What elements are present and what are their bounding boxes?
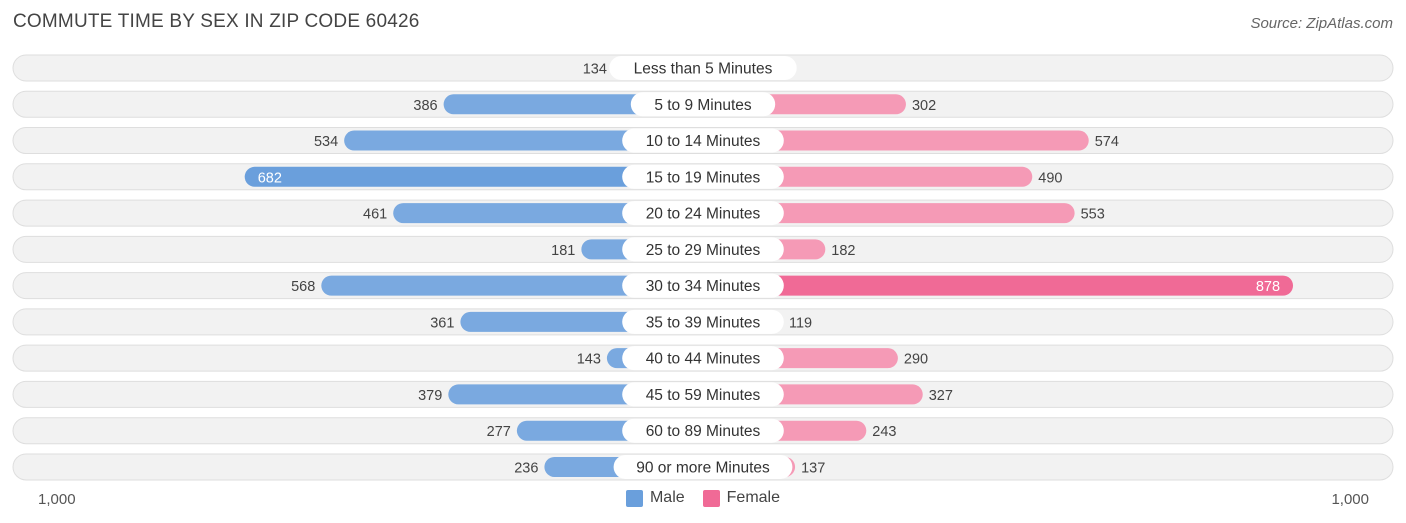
category-label-bg <box>609 56 797 80</box>
category-label: 45 to 59 Minutes <box>646 387 761 404</box>
axis-right-label: 1,000 <box>1331 491 1369 508</box>
category-label: 60 to 89 Minutes <box>646 423 761 440</box>
category-label: 15 to 19 Minutes <box>646 169 761 186</box>
female-bar[interactable] <box>703 130 1089 151</box>
female-value-label: 490 <box>1038 170 1062 186</box>
chart-row: 181 182 25 to 29 Minutes <box>12 235 1394 263</box>
chart-row: 143 290 40 to 44 Minutes <box>12 344 1394 372</box>
male-value-label: 461 <box>363 207 387 223</box>
category-label-bg <box>622 273 784 298</box>
chart-row: 277 243 60 to 89 Minutes <box>12 417 1394 445</box>
legend-label-male: Male <box>649 489 685 506</box>
category-label-bg <box>622 418 784 443</box>
chart-rows: 13487Less than 5 Minutes 386 302 5 to 9 Min… <box>12 54 1394 481</box>
category-label-bg <box>622 309 784 334</box>
category-label-bg <box>630 92 776 117</box>
male-bar[interactable] <box>321 275 703 296</box>
female-bar[interactable] <box>703 203 1075 224</box>
male-value-label: 361 <box>430 315 454 331</box>
category-label: 5 to 9 Minutes <box>654 97 752 114</box>
chart-row: 682 490 15 to 19 Minutes <box>12 163 1394 191</box>
category-label: 90 or more Minutes <box>636 459 770 476</box>
category-label-bg <box>622 201 784 226</box>
category-label-bg <box>622 128 784 153</box>
category-label: Less than 5 Minutes <box>634 61 773 78</box>
male-value-label: 386 <box>413 98 437 114</box>
male-value-label: 134 <box>583 62 607 78</box>
male-bar[interactable] <box>244 166 704 187</box>
female-value-label: 290 <box>904 352 928 368</box>
chart-row: 236 137 90 or more Minutes <box>12 453 1394 481</box>
female-value-label: 302 <box>912 98 936 114</box>
male-value-label: 236 <box>514 460 538 476</box>
category-label-bg <box>613 454 793 479</box>
category-label: 40 to 44 Minutes <box>646 351 761 368</box>
male-value-label: 568 <box>291 279 315 295</box>
chart-row: 461 553 20 to 24 Minutes <box>12 199 1394 227</box>
female-value-label: 553 <box>1081 207 1105 223</box>
female-swatch <box>702 489 720 507</box>
female-value-label: 137 <box>801 460 825 476</box>
female-bar[interactable] <box>703 166 1033 187</box>
source-credit: Source: ZipAtlas.com <box>1250 15 1393 32</box>
female-value-label: 878 <box>1256 279 1280 295</box>
male-value-label: 277 <box>487 424 511 440</box>
category-label-bg <box>622 164 784 189</box>
category-label: 35 to 39 Minutes <box>646 314 761 331</box>
male-value-label: 181 <box>551 243 575 259</box>
chart-row: 379 327 45 to 59 Minutes <box>12 380 1394 408</box>
male-bar[interactable] <box>344 130 703 151</box>
female-value-label: 119 <box>789 315 812 331</box>
chart-row: 386 302 5 to 9 Minutes <box>12 90 1394 118</box>
chart-row: 361 119 35 to 39 Minutes <box>12 308 1394 336</box>
female-value-label: 182 <box>831 243 855 259</box>
legend-item-male[interactable]: Male <box>625 489 685 507</box>
legend-item-female[interactable]: Female <box>702 489 781 507</box>
male-value-label: 143 <box>577 352 601 368</box>
male-value-label: 534 <box>314 134 338 150</box>
chart-title: COMMUTE TIME BY SEX IN ZIP CODE 60426 <box>13 11 420 32</box>
category-label: 10 to 14 Minutes <box>646 133 761 150</box>
legend: Male Female <box>0 489 1406 507</box>
male-swatch <box>625 489 643 507</box>
male-value-label: 379 <box>418 388 442 404</box>
female-value-label: 243 <box>872 424 896 440</box>
axis-left-label: 1,000 <box>38 491 76 508</box>
category-label: 20 to 24 Minutes <box>646 206 761 223</box>
category-label-bg <box>622 382 784 407</box>
female-bar[interactable] <box>703 275 1294 296</box>
category-label: 25 to 29 Minutes <box>646 242 761 259</box>
category-label-bg <box>622 237 784 262</box>
female-value-label: 574 <box>1095 134 1119 150</box>
category-label: 30 to 34 Minutes <box>646 278 761 295</box>
chart-row: 13487Less than 5 Minutes <box>12 54 1394 82</box>
female-value-label: 327 <box>929 388 953 404</box>
male-value-label: 682 <box>258 170 282 186</box>
chart-row: 568 878 30 to 34 Minutes <box>12 272 1394 300</box>
chart-row: 534 574 10 to 14 Minutes <box>12 127 1394 155</box>
legend-label-female: Female <box>726 489 781 506</box>
category-label-bg <box>622 346 784 371</box>
